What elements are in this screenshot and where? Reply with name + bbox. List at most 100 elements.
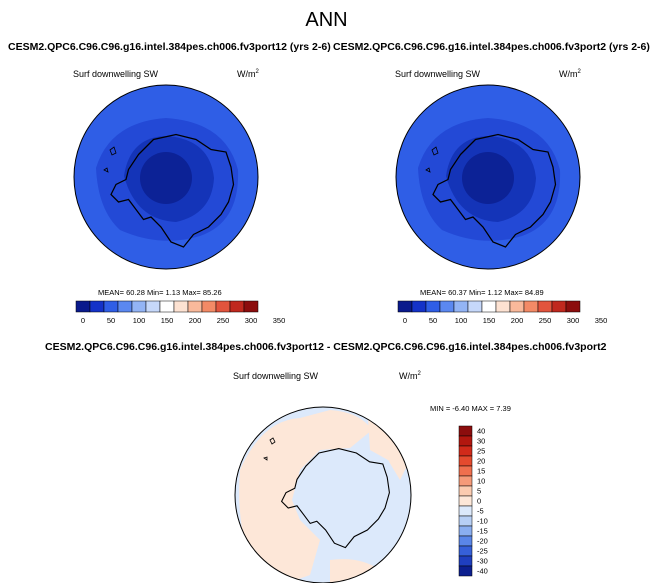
- panel1-ocean-core: [140, 152, 192, 204]
- panel1-colorbar-tick-label: 100: [133, 316, 146, 325]
- diff-colorbar-swatch: [458, 535, 473, 547]
- panel1-colorbar-tick-label: 300: [245, 316, 258, 325]
- panel1-colorbar-swatch: [117, 300, 133, 313]
- panel1-case-title: CESM2.QPC6.C96.C96.g16.intel.384pes.ch00…: [8, 41, 331, 53]
- panel1-colorbar-tick-label: 250: [217, 316, 230, 325]
- panel2-colorbar-swatch: [453, 300, 469, 313]
- diff-colorbar-swatch: [458, 465, 473, 477]
- panel2-colorbar-swatch: [565, 300, 581, 313]
- diff-colorbar-swatch: [458, 545, 473, 557]
- diff-colorbar-tick-label: 15: [477, 467, 485, 476]
- diff-colorbar-swatch: [458, 455, 473, 467]
- panel2-colorbar-swatch: [411, 300, 427, 313]
- panel1-colorbar-swatch: [173, 300, 189, 313]
- panel2-colorbar-tick-label: 350: [595, 316, 608, 325]
- panel2-colorbar-tick-label: 0: [403, 316, 407, 325]
- diff-colorbar-swatch: [458, 425, 473, 437]
- panel2-colorbar-tick-label: 200: [511, 316, 524, 325]
- panel2-colorbar-swatch: [537, 300, 553, 313]
- panel2-colorbar-swatch: [481, 300, 497, 313]
- panel2-colorbar-tick-label: 50: [429, 316, 437, 325]
- panel1-map: [74, 85, 258, 269]
- panel1-colorbar-tick-label: 50: [107, 316, 115, 325]
- diff-colorbar-tick-label: 10: [477, 477, 485, 486]
- diff-colorbar-swatch: [458, 445, 473, 457]
- diff-colorbar-swatch: [458, 485, 473, 497]
- panel2-colorbar-swatch: [523, 300, 539, 313]
- panel2-case-title: CESM2.QPC6.C96.C96.g16.intel.384pes.ch00…: [333, 41, 650, 53]
- panel2-islands: [425, 146, 439, 173]
- panel2-colorbar-swatch: [551, 300, 567, 313]
- panel2-variable-label: Surf downwelling SW: [395, 69, 481, 79]
- page-title: ANN: [305, 9, 348, 31]
- panel1-colorbar-swatch: [201, 300, 217, 313]
- diff-colorbar-tick-label: -30: [477, 557, 488, 566]
- diff-units-label: W/m2: [399, 371, 421, 381]
- panel1-map-border: [73, 84, 259, 270]
- diff-colorbar-tick-label: 30: [477, 437, 485, 446]
- panel1-colorbar-swatch: [215, 300, 231, 313]
- diff-map-border: [234, 406, 412, 583]
- panel1-colorbar-swatch: [103, 300, 119, 313]
- panel1-colorbar-tick-label: 200: [189, 316, 202, 325]
- diff-colorbar-swatch: [458, 495, 473, 507]
- diff-colorbar-swatch: [458, 565, 473, 577]
- panel2-colorbar-swatch: [425, 300, 441, 313]
- panel1-colorbar-swatch: [243, 300, 259, 313]
- panel2-colorbar-swatch: [397, 300, 413, 313]
- diff-colorbar-tick-label: -15: [477, 527, 488, 536]
- diff-colorbar-tick-label: 25: [477, 447, 485, 456]
- diff-colorbar-tick-label: 20: [477, 457, 485, 466]
- diff-colorbar-swatch: [458, 475, 473, 487]
- diff-positive-region-east: [368, 420, 410, 480]
- panel2-colorbar-swatch: [509, 300, 525, 313]
- diff-colorbar-tick-label: -25: [477, 547, 488, 556]
- panel1-colorbar-tick-label: 350: [273, 316, 286, 325]
- diff-positive-region-west: [239, 410, 372, 582]
- panel2-colorbar-swatch: [495, 300, 511, 313]
- panel2-units-label: W/m2: [559, 69, 581, 79]
- diff-colorbar-tick-label: -10: [477, 517, 488, 526]
- panel2-colorbar-tick-label: 100: [455, 316, 468, 325]
- panel1-colorbar-swatch: [89, 300, 105, 313]
- panel1-colorbar-swatch: [229, 300, 245, 313]
- diff-colorbar-tick-label: 0: [477, 497, 481, 506]
- panel2-ocean-core: [462, 152, 514, 204]
- diff-colorbar-tick-label: -40: [477, 567, 488, 576]
- panel1-variable-label: Surf downwelling SW: [73, 69, 159, 79]
- panel1-islands: [103, 146, 117, 173]
- panel2-map-border: [395, 84, 581, 270]
- panel1-colorbar: 0 50 100 150 200 250 300 350: [75, 300, 286, 325]
- panel1-colorbar-tick-label: 150: [161, 316, 174, 325]
- panel1-colorbar-swatch: [75, 300, 91, 313]
- panel1-colorbar-tick-label: 0: [81, 316, 85, 325]
- diff-stats: MIN = -6.40 MAX = 7.39: [430, 404, 511, 413]
- diff-colorbar-swatch: [458, 435, 473, 447]
- diff-title: CESM2.QPC6.C96.C96.g16.intel.384pes.ch00…: [45, 341, 607, 353]
- diff-colorbar-swatch: [458, 505, 473, 517]
- diff-map: [235, 407, 411, 583]
- panel1-units-label: W/m2: [237, 69, 259, 79]
- panel2-colorbar-tick-label: 250: [539, 316, 552, 325]
- panel2-colorbar-tick-label: 150: [483, 316, 496, 325]
- panel1-stats: MEAN= 60.28 Min= 1.13 Max= 85.26: [98, 288, 222, 297]
- diff-colorbar-swatch: [458, 555, 473, 567]
- diff-colorbar-swatch: [458, 515, 473, 527]
- diff-variable-label: Surf downwelling SW: [233, 371, 319, 381]
- panel1-colorbar-swatch: [131, 300, 147, 313]
- diff-colorbar-tick-label: -5: [477, 507, 484, 516]
- diff-colorbar-tick-label: -20: [477, 537, 488, 546]
- panel2-stats: MEAN= 60.37 Min= 1.12 Max= 84.89: [420, 288, 544, 297]
- panel2-colorbar-swatch: [439, 300, 455, 313]
- panel1-colorbar-swatch: [187, 300, 203, 313]
- panel2-colorbar-swatch: [467, 300, 483, 313]
- panel1-colorbar-swatch: [145, 300, 161, 313]
- diff-colorbar-tick-label: 40: [477, 427, 485, 436]
- panel1-colorbar-swatch: [159, 300, 175, 313]
- diff-colorbar-swatch: [458, 525, 473, 537]
- panel2-colorbar: 0 50 100 150 200 250 300 350: [397, 300, 608, 325]
- panel2-colorbar-tick-label: 300: [567, 316, 580, 325]
- panel2-map: [396, 85, 580, 269]
